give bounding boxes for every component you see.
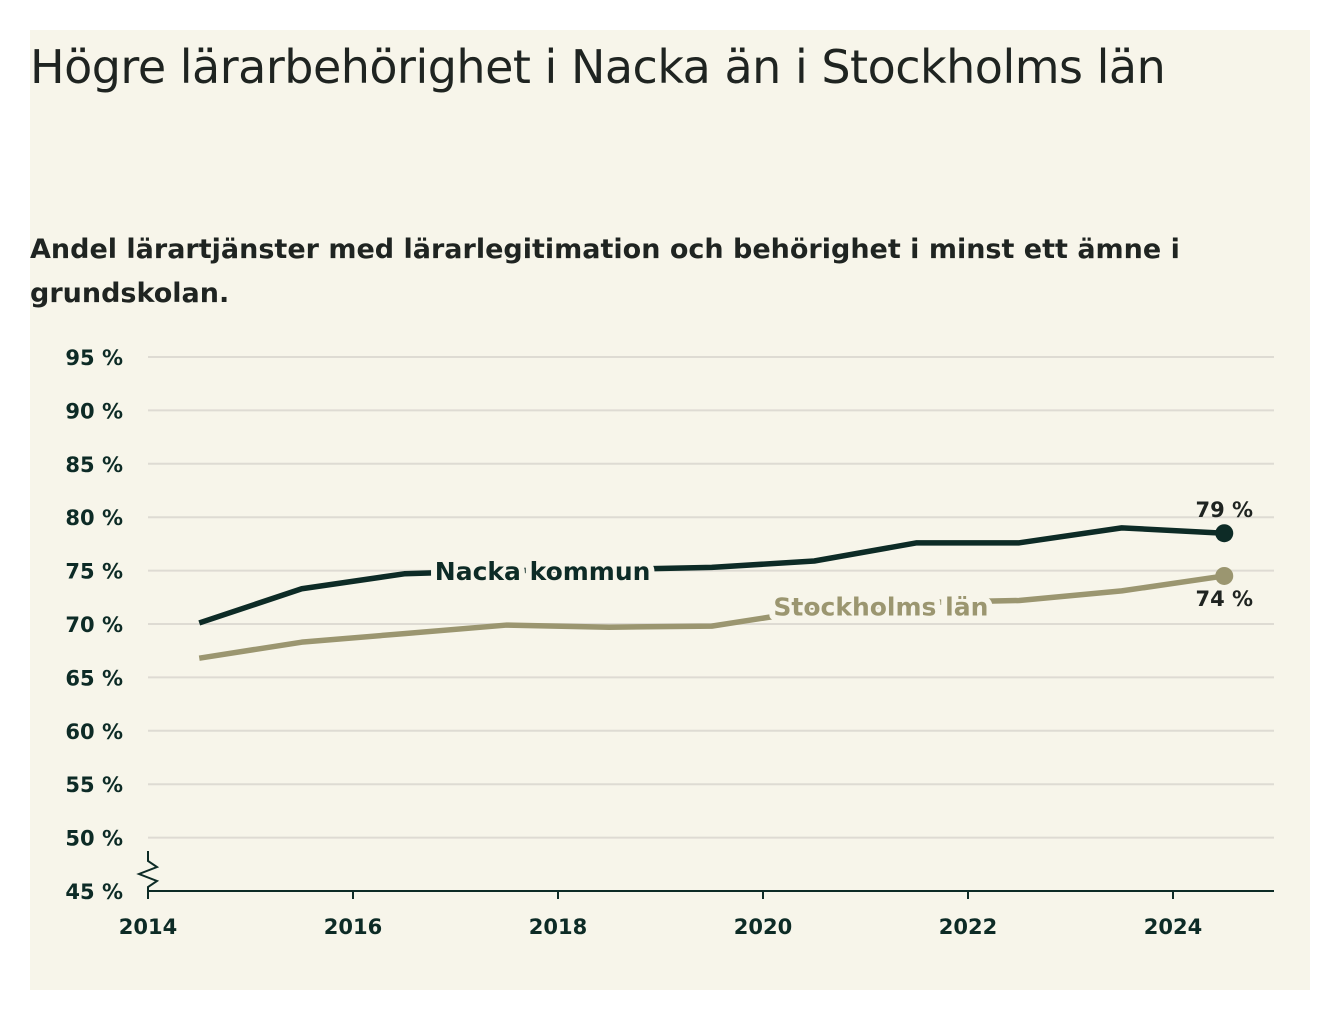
axis-break-icon	[136, 851, 160, 891]
y-tick-label: 90 %	[65, 399, 123, 423]
series-label: Stockholms län	[773, 592, 988, 621]
series-line	[198, 573, 1225, 661]
y-tick-label: 85 %	[65, 453, 123, 477]
y-tick-label: 95 %	[65, 346, 123, 370]
x-tick-label: 2016	[324, 915, 382, 939]
y-tick-label: 50 %	[65, 827, 123, 851]
x-axis-ticks: 2014 2016 2018 2020 2022 2024	[119, 891, 1202, 939]
y-axis-ticks: 45 % 50 % 55 % 60 % 65 % 70 % 75 % 80 % 85 % 90 %…	[65, 346, 123, 904]
endpoint-marker	[1215, 524, 1234, 543]
series-lines	[198, 524, 1234, 661]
x-tick-label: 2020	[734, 915, 792, 939]
end-value-label: 74 %	[1195, 587, 1253, 611]
y-tick-label: 65 %	[65, 666, 123, 690]
x-tick-label: 2024	[1144, 915, 1202, 939]
chart-title: Högre lärarbehörighet i Nacka än i Stock…	[30, 40, 1166, 94]
y-tick-label: 60 %	[65, 720, 123, 744]
x-tick-label: 2022	[939, 915, 997, 939]
chart-subtitle: Andel lärartjänster med lärarlegitimatio…	[30, 234, 1180, 309]
y-tick-label: 55 %	[65, 773, 123, 797]
y-tick-label: 45 %	[65, 880, 123, 904]
x-tick-label: 2018	[529, 915, 587, 939]
endpoint-marker	[1215, 566, 1234, 585]
chart-card: Högre lärarbehörighet i Nacka än i Stock…	[30, 30, 1310, 990]
series-labels: Nacka kommun 79 % Stockholms län 74 %	[429, 498, 1253, 627]
y-tick-label: 75 %	[65, 560, 123, 584]
y-tick-label: 70 %	[65, 613, 123, 637]
series-label: Nacka kommun	[435, 557, 651, 586]
series-line	[198, 525, 1225, 626]
x-tick-label: 2014	[119, 915, 177, 939]
end-value-label: 79 %	[1195, 498, 1253, 522]
x-axis	[136, 851, 1274, 892]
y-tick-label: 80 %	[65, 506, 123, 530]
grid-lines	[148, 356, 1274, 839]
